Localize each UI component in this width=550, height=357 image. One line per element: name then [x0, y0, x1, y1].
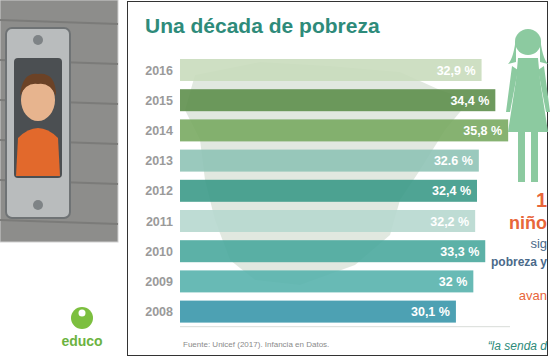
category-label: 2009 [145, 275, 173, 289]
bar [180, 240, 485, 262]
category-label: 2012 [145, 184, 173, 198]
peephole-hole [14, 58, 62, 178]
category-label: 2010 [145, 245, 173, 259]
girl-silhouette [506, 29, 550, 182]
x-axis-line [180, 326, 510, 327]
labels: 32,9 % 2016 34,4 % 2015 35,8 % 2014 32.6 % 2013… [145, 64, 502, 320]
category-label: 2013 [145, 154, 173, 168]
category-label: 2014 [145, 124, 173, 138]
chart-root: Una década de pobreza 32,9 % 2016 34,4 % 201… [0, 0, 550, 357]
bar [180, 301, 456, 323]
bar [180, 150, 479, 172]
door-texture [0, 20, 118, 24]
category-label: 2016 [145, 64, 173, 78]
screw [33, 200, 43, 210]
bar [180, 270, 473, 292]
annotation-number: 1 [536, 189, 547, 211]
door-photo [0, 0, 118, 242]
category-label: 2011 [146, 215, 173, 229]
bar [180, 119, 508, 141]
logo-mark [71, 307, 93, 329]
data-label: 35,8 % [463, 124, 502, 138]
chart-svg: Una década de pobreza 32,9 % 2016 34,4 % 201… [0, 0, 550, 357]
screw [33, 35, 43, 45]
silhouette-arms [506, 66, 550, 112]
panel-frame [128, 2, 548, 356]
category-label: 2015 [145, 94, 173, 108]
child-shirt [16, 128, 60, 176]
data-label: 33,3 % [440, 245, 479, 259]
bars [180, 59, 508, 323]
annotation-text: pobreza y [491, 255, 547, 269]
silhouette-head [515, 29, 541, 55]
annotation-text: avan [519, 288, 547, 303]
logo-mark [79, 310, 86, 317]
data-label: 32,4 % [432, 184, 471, 198]
door-texture [0, 220, 118, 224]
photo-frame [0, 0, 118, 242]
annotation-text: sig [530, 236, 547, 251]
annotation-quote: “la senda d [488, 339, 548, 353]
data-label: 32 % [439, 275, 468, 289]
data-label: 34,4 % [450, 94, 489, 108]
data-label: 32,9 % [437, 64, 476, 78]
silhouette-leg [518, 132, 525, 182]
bar [180, 89, 495, 111]
bar [180, 180, 477, 202]
data-label: 30,1 % [411, 305, 450, 319]
title: Una década de pobreza [145, 14, 380, 37]
source-note: Fuente: Unicef (2017). Infancia en Datos… [183, 340, 329, 349]
category-label: 2008 [145, 305, 173, 319]
logo-text: educo [61, 333, 102, 349]
silhouette-leg [531, 132, 538, 182]
peephole-plate [6, 28, 70, 218]
left-panel [0, 0, 120, 357]
bar [180, 210, 475, 232]
annotation-text: niño [509, 213, 547, 233]
bar [180, 59, 482, 81]
data-label: 32.6 % [434, 154, 473, 168]
data-label: 32,2 % [430, 215, 469, 229]
left-background [0, 0, 120, 357]
child-hair [20, 74, 56, 96]
